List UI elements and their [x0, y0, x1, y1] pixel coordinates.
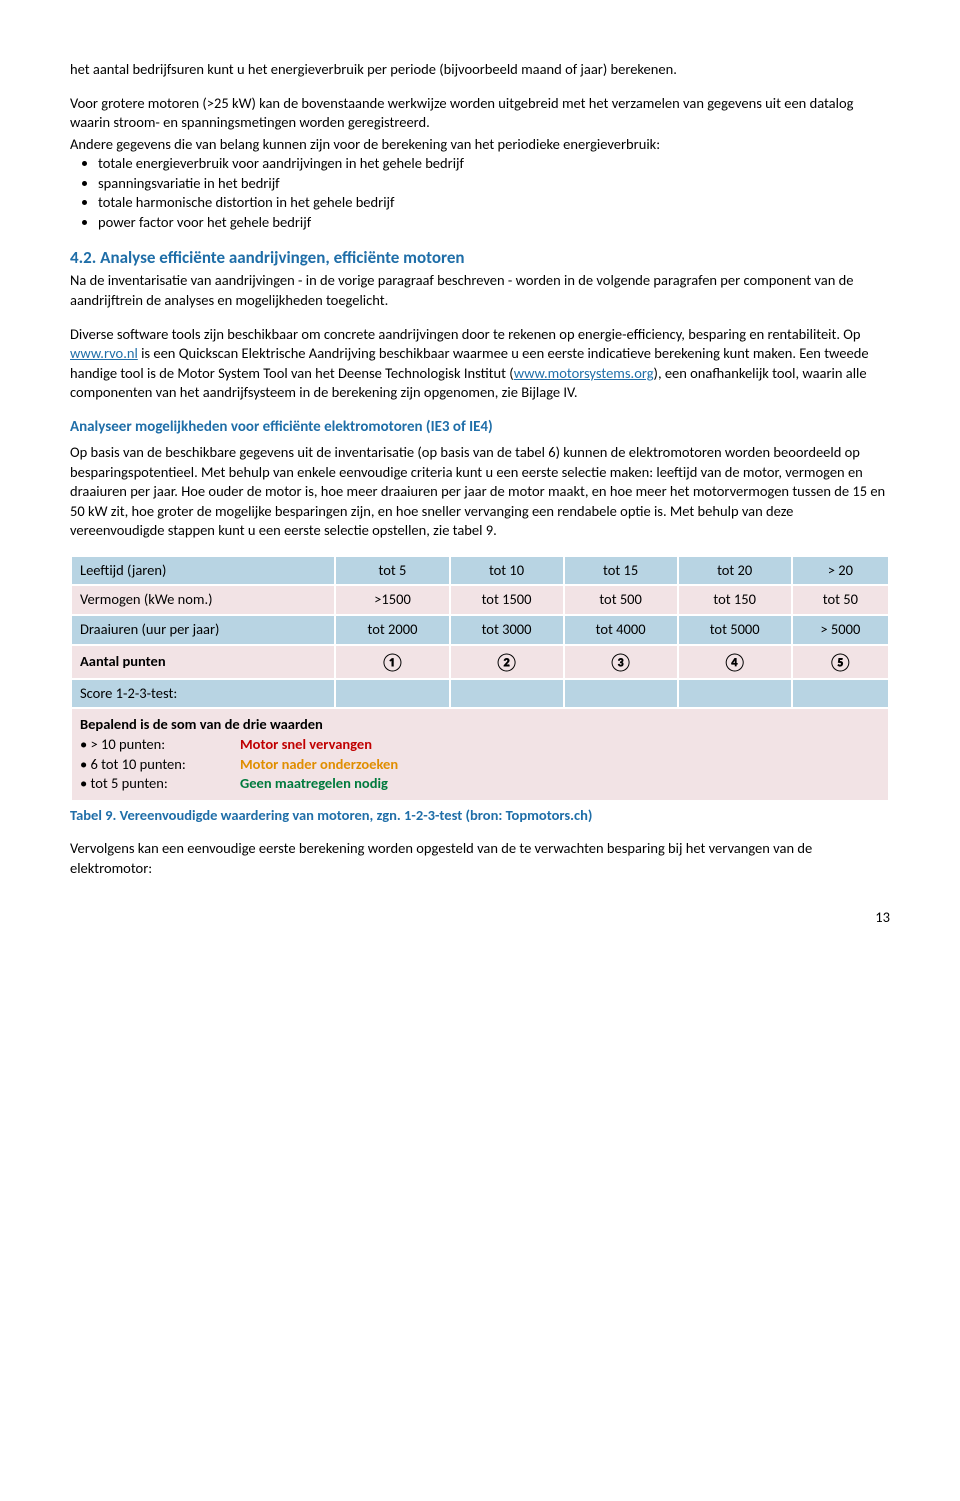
score-text: Geen maatregelen nodig [240, 774, 388, 794]
row-label: Leeftijd (jaren) [71, 556, 335, 586]
cell: > 20 [792, 556, 889, 586]
table-row: Vermogen (kWe nom.) >1500 tot 1500 tot 5… [71, 585, 889, 615]
score-line: • 6 tot 10 punten: Motor nader onderzoek… [80, 755, 880, 775]
cell [335, 679, 449, 709]
cell: tot 3000 [450, 615, 564, 645]
cell: tot 20 [678, 556, 792, 586]
table-row: Draaiuren (uur per jaar) tot 2000 tot 30… [71, 615, 889, 645]
intro-p1: het aantal bedrijfsuren kunt u het energ… [70, 60, 890, 80]
list-item: totale energieverbruik voor aandrijvinge… [98, 154, 890, 174]
page-number: 13 [70, 908, 890, 928]
intro-bullets: totale energieverbruik voor aandrijvinge… [70, 154, 890, 232]
cell: ④ [678, 645, 792, 679]
cell: ⑤ [792, 645, 889, 679]
table-row: Score 1-2-3-test: [71, 679, 889, 709]
cell: tot 2000 [335, 615, 449, 645]
score-line: • > 10 punten: Motor snel vervangen [80, 735, 880, 755]
list-item: spanningsvariatie in het bedrijf [98, 174, 890, 194]
ie3-ie4-p1: Op basis van de beschikbare gegevens uit… [70, 443, 890, 541]
cell: ② [450, 645, 564, 679]
row-label: Score 1-2-3-test: [71, 679, 335, 709]
list-item: power factor voor het gehele bedrijf [98, 213, 890, 233]
row-label: Draaiuren (uur per jaar) [71, 615, 335, 645]
score-text: Motor nader onderzoeken [240, 755, 398, 775]
intro-p3: Andere gegevens die van belang kunnen zi… [70, 135, 890, 155]
section-4-2-p2: Diverse software tools zijn beschikbaar … [70, 325, 890, 403]
cell: tot 1500 [450, 585, 564, 615]
table-9: Leeftijd (jaren) tot 5 tot 10 tot 15 tot… [70, 555, 890, 802]
cell [678, 679, 792, 709]
section-4-2-p1: Na de inventarisatie van aandrijvingen -… [70, 271, 890, 310]
table-row: Aantal punten ① ② ③ ④ ⑤ [71, 645, 889, 679]
table-row-footer: Bepalend is de som van de drie waarden •… [71, 708, 889, 800]
cell: tot 15 [564, 556, 678, 586]
link-motorsystems[interactable]: www.motorsystems.org [514, 364, 654, 382]
cell: ③ [564, 645, 678, 679]
cell [450, 679, 564, 709]
cell: tot 5 [335, 556, 449, 586]
cell: tot 50 [792, 585, 889, 615]
score-bullet: • 6 tot 10 punten: [80, 755, 240, 775]
footer-title: Bepalend is de som van de drie waarden [80, 715, 880, 735]
intro-p2: Voor grotere motoren (>25 kW) kan de bov… [70, 94, 890, 133]
section-4-2-heading: 4.2. Analyse efficiënte aandrijvingen, e… [70, 247, 890, 270]
closing-p1: Vervolgens kan een eenvoudige eerste ber… [70, 839, 890, 878]
link-rvo[interactable]: www.rvo.nl [70, 344, 138, 362]
footer-cell: Bepalend is de som van de drie waarden •… [71, 708, 889, 800]
table-row: Leeftijd (jaren) tot 5 tot 10 tot 15 tot… [71, 556, 889, 586]
row-label: Vermogen (kWe nom.) [71, 585, 335, 615]
cell: > 5000 [792, 615, 889, 645]
score-bullet: • tot 5 punten: [80, 774, 240, 794]
cell: tot 4000 [564, 615, 678, 645]
cell: tot 10 [450, 556, 564, 586]
ie3-ie4-heading: Analyseer mogelijkheden voor efficiënte … [70, 417, 890, 437]
table-9-caption: Tabel 9. Vereenvoudigde waardering van m… [70, 806, 890, 826]
score-text: Motor snel vervangen [240, 735, 372, 755]
cell [564, 679, 678, 709]
cell: tot 5000 [678, 615, 792, 645]
list-item: totale harmonische distortion in het geh… [98, 193, 890, 213]
row-label: Aantal punten [71, 645, 335, 679]
score-line: • tot 5 punten: Geen maatregelen nodig [80, 774, 880, 794]
score-bullet: • > 10 punten: [80, 735, 240, 755]
cell: ① [335, 645, 449, 679]
cell: tot 500 [564, 585, 678, 615]
cell: >1500 [335, 585, 449, 615]
text: Diverse software tools zijn beschikbaar … [70, 325, 861, 343]
cell [792, 679, 889, 709]
cell: tot 150 [678, 585, 792, 615]
